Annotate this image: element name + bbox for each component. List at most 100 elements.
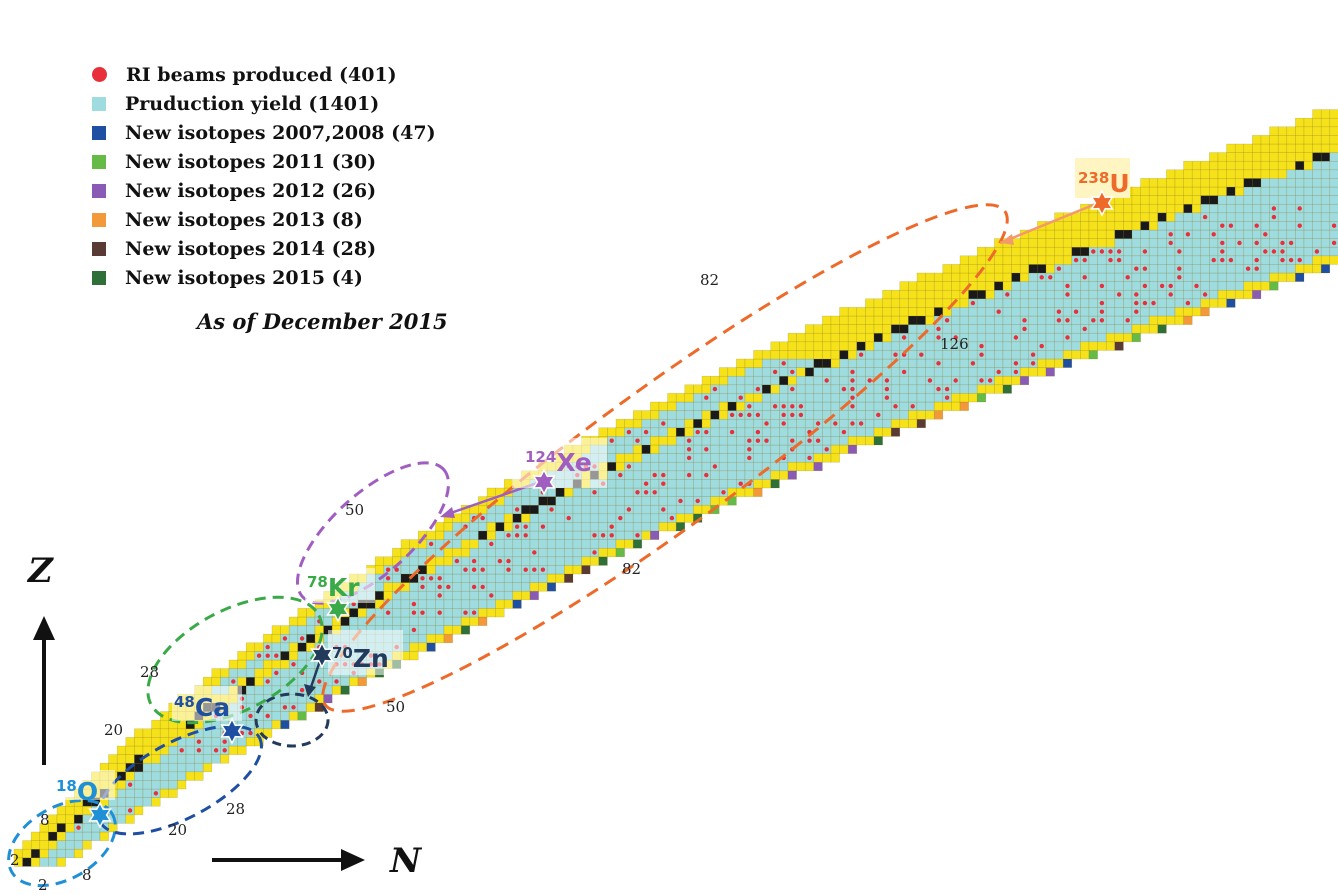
- yield-cell: [1200, 238, 1210, 248]
- ri-beam-dot: [790, 404, 795, 409]
- yield-cell: [486, 565, 496, 575]
- yield-cell: [675, 401, 686, 411]
- nuclide-cell: [994, 255, 1004, 265]
- yield-cell: [727, 375, 737, 386]
- nuclide-cell: [1226, 143, 1236, 153]
- nuclide-cell: [1183, 195, 1193, 205]
- nuclide-cell: [1174, 186, 1184, 196]
- ri-beam-dot: [1134, 300, 1139, 306]
- nuclide-cell: [469, 616, 479, 626]
- legend-item: New isotopes 2012 (26): [92, 176, 436, 205]
- yield-cell: [452, 599, 462, 609]
- new-isotope-cell: [916, 418, 926, 429]
- nuclide-cell: [134, 745, 144, 755]
- nuclide-cell: [168, 728, 178, 738]
- yield-cell: [1054, 289, 1064, 300]
- yield-cell: [1329, 160, 1338, 171]
- yield-cell: [1054, 341, 1064, 351]
- nuclide-cell: [856, 436, 866, 446]
- yield-cell: [968, 384, 978, 394]
- nuclide-cell: [667, 401, 677, 411]
- yield-cell: [564, 504, 574, 515]
- nuclide-cell: [228, 659, 238, 669]
- nuclide-cell: [1037, 238, 1047, 248]
- yield-cell: [985, 367, 995, 377]
- ri-beam-dot: [1280, 240, 1285, 246]
- nuclide-cell: [1295, 135, 1305, 145]
- yield-cell: [796, 358, 806, 368]
- nuclide-cell: [1252, 160, 1262, 171]
- yield-cell: [658, 496, 668, 506]
- yield-cell: [813, 401, 823, 411]
- ri-beam-dot: [506, 533, 511, 538]
- new-isotope-cell: [890, 427, 901, 437]
- nuclide-cell: [1174, 307, 1184, 317]
- yield-cell: [581, 496, 591, 506]
- yield-cell: [1114, 298, 1124, 308]
- nuclide-cell: [254, 676, 264, 687]
- yield-cell: [1019, 289, 1030, 300]
- yield-cell: [1303, 169, 1313, 179]
- yield-cell: [641, 513, 651, 523]
- yield-cell: [1157, 229, 1167, 239]
- yield-cell: [1062, 264, 1073, 274]
- nuclide-cell: [718, 375, 729, 386]
- beam-label: 70Zn: [332, 644, 389, 673]
- yield-cell: [985, 315, 995, 325]
- nuclide-cell: [658, 401, 668, 411]
- ri-beam-dot: [747, 438, 752, 443]
- yield-cell: [882, 410, 892, 420]
- nuclide-cell: [1011, 255, 1021, 265]
- yield-cell: [607, 470, 617, 480]
- yield-cell: [1269, 186, 1279, 196]
- legend-swatch: [92, 125, 106, 140]
- yield-cell: [65, 831, 75, 841]
- nuclide-cell: [1037, 255, 1047, 265]
- nuclide-cell: [822, 341, 832, 351]
- nuclide-cell: [572, 565, 582, 575]
- nuclide-cell: [865, 315, 875, 325]
- yield-cell: [185, 737, 195, 747]
- nuclide-cell: [916, 307, 926, 317]
- nuclide-cell: [873, 427, 883, 437]
- yield-cell: [555, 556, 565, 566]
- yield-cell: [1312, 203, 1322, 214]
- yield-cell: [1303, 203, 1313, 214]
- yield-cell: [486, 556, 496, 566]
- yield-cell: [1252, 203, 1262, 214]
- yield-cell: [632, 427, 643, 437]
- nuclide-cell: [925, 410, 935, 420]
- yield-cell: [1295, 212, 1305, 222]
- nuclide-cell: [1045, 358, 1055, 368]
- nuclide-cell: [134, 737, 144, 747]
- yield-cell: [1329, 212, 1338, 222]
- yield-cell: [693, 470, 703, 480]
- yield-cell: [1277, 221, 1288, 231]
- nuclide-cell: [787, 461, 797, 472]
- nuclide-cell: [736, 367, 746, 377]
- nuclide-cell: [443, 522, 453, 532]
- ri-beam-dot: [600, 533, 606, 538]
- nuclide-cell: [667, 436, 677, 446]
- yield-cell: [1200, 246, 1210, 257]
- nuclide-cell: [435, 530, 445, 540]
- yield-cell: [1028, 289, 1038, 300]
- nuclide-cell: [770, 341, 780, 351]
- yield-cell: [56, 840, 66, 850]
- yield-cell: [701, 401, 711, 411]
- nuclide-cell: [890, 289, 901, 300]
- nuclide-cell: [151, 719, 161, 730]
- yield-cell: [159, 780, 170, 790]
- nuclide-cell: [1140, 186, 1150, 196]
- nuclide-cell: [435, 556, 445, 566]
- legend-label: RI beams produced (401): [126, 63, 397, 86]
- ri-beam-dot: [274, 670, 279, 676]
- legend-item: RI beams produced (401): [92, 60, 436, 89]
- yield-cell: [959, 384, 969, 394]
- yield-cell: [1303, 246, 1313, 257]
- yield-cell: [1295, 178, 1305, 188]
- nuclide-cell: [245, 737, 256, 747]
- nuclide-cell: [237, 676, 247, 687]
- ri-beam-dot: [970, 361, 976, 366]
